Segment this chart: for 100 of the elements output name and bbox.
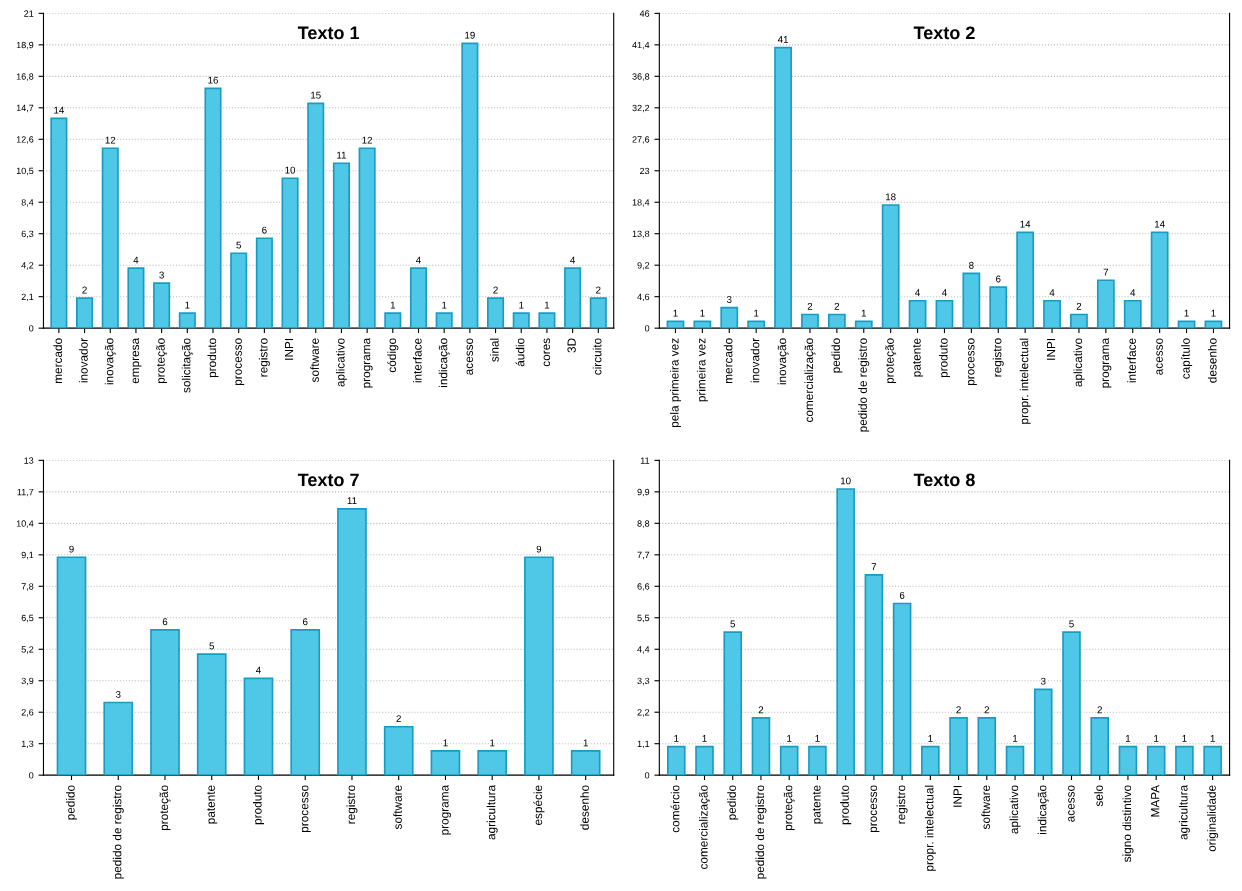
data-label: 4 [133, 256, 139, 264]
bar [1123, 299, 1142, 329]
data-label: 1 [443, 739, 448, 747]
x-tick-label: programa [442, 784, 451, 835]
data-label: 10 [840, 477, 851, 485]
data-label: 1 [787, 735, 792, 742]
bar [1033, 688, 1053, 776]
y-tick-label: 12,6 [16, 136, 34, 144]
y-tick-label: 23 [640, 167, 650, 175]
x-tick-label: pedido de registro [755, 785, 767, 879]
x-tick-label: inovação [104, 338, 116, 385]
x-tick-label: espécie [533, 785, 545, 826]
data-label: 2 [82, 286, 87, 294]
data-label: 1 [861, 309, 866, 317]
bar [230, 252, 248, 329]
x-tick-label: produto [938, 338, 950, 378]
y-tick-label: 36,8 [632, 73, 650, 81]
bar [127, 267, 145, 329]
x-tick-label: comércio [670, 785, 680, 833]
data-label: 7 [1103, 268, 1109, 276]
bar [864, 574, 884, 776]
y-tick-label: 0 [644, 772, 650, 779]
bar [1118, 745, 1138, 776]
bar [435, 312, 453, 329]
x-tick-label: software [981, 785, 990, 830]
data-label: 4 [1130, 289, 1136, 296]
y-tick-label: 21 [24, 10, 34, 17]
bar [337, 507, 367, 776]
x-tick-label: software [310, 338, 319, 383]
data-label: 2 [834, 302, 840, 310]
x-tick-label: proteção [159, 785, 171, 831]
x-tick-label: selo [1094, 785, 1103, 807]
bar [1177, 320, 1196, 329]
x-tick-label: pedido [831, 338, 843, 373]
x-tick-label: solicitação [181, 338, 193, 393]
data-label: 1 [754, 309, 759, 317]
bar [290, 629, 321, 776]
y-tick-label: 5,2 [21, 646, 34, 654]
data-label: 1 [1125, 735, 1131, 742]
y-tick-label: 7,7 [637, 551, 650, 560]
data-label: 2 [1076, 302, 1082, 310]
bar [1005, 745, 1025, 776]
data-label: 1 [490, 739, 495, 747]
x-tick-label: MAPA [1151, 784, 1160, 817]
x-tick-label: aplicativo [335, 338, 347, 387]
data-label: 12 [362, 136, 373, 144]
y-tick-label: 3,9 [21, 677, 34, 686]
x-tick-label: comercialização [698, 785, 711, 870]
bar [383, 725, 414, 776]
bar [384, 312, 402, 329]
x-tick-label: INPI [284, 338, 294, 360]
y-tick-label: 3,3 [637, 677, 650, 686]
x-tick-label: propr. intelectual [1019, 338, 1031, 424]
x-tick-label: registro [992, 338, 1004, 377]
x-tick-label: pedido de registro [858, 338, 870, 432]
bar [695, 745, 714, 776]
data-label: 2 [596, 286, 601, 294]
x-tick-label: indicação [1037, 785, 1049, 834]
bar [723, 631, 743, 776]
data-label: 3 [1040, 677, 1046, 685]
x-tick-label: registro [258, 338, 270, 377]
y-tick-label: 6,3 [21, 230, 34, 239]
y-tick-label: 7,8 [21, 583, 34, 591]
y-tick-label: 16,8 [16, 73, 34, 81]
x-tick-label: inovação [777, 338, 789, 385]
data-label: 9 [536, 545, 542, 553]
bar [56, 556, 87, 776]
data-label: 2 [807, 302, 813, 310]
x-tick-label: interface [1127, 338, 1136, 383]
data-label: 1 [928, 735, 933, 742]
data-label: 1 [544, 301, 550, 309]
y-tick-label: 11 [640, 457, 650, 464]
y-tick-label: 0 [29, 325, 34, 332]
x-tick-label: desenho [1207, 338, 1217, 383]
data-label: 10 [285, 166, 296, 174]
y-tick-label: 27,6 [632, 136, 650, 144]
data-label: 1 [1184, 309, 1189, 317]
x-tick-label: inovador [79, 338, 88, 383]
y-tick-label: 10,4 [16, 520, 34, 528]
y-tick-label: 2,6 [21, 709, 34, 717]
y-tick-label: 4,2 [21, 262, 34, 270]
bar [570, 750, 601, 776]
data-label: 2 [758, 706, 764, 714]
y-tick-label: 4,6 [637, 293, 650, 302]
bar [50, 117, 68, 329]
x-tick-label: propr. intelectual [924, 785, 936, 871]
x-tick-label: patente [812, 785, 823, 824]
y-tick-label: 18,4 [632, 199, 650, 207]
y-tick-label: 0 [644, 325, 650, 332]
x-tick-label: INPI [953, 785, 962, 807]
bar [103, 701, 134, 776]
data-label: 1 [674, 735, 679, 742]
y-tick-label: 2,1 [21, 293, 34, 302]
x-tick-label: pedido de registro [112, 785, 124, 879]
data-label: 2 [396, 715, 401, 722]
y-tick-label: 9,1 [21, 551, 34, 560]
bar [281, 177, 299, 329]
y-tick-label: 1,1 [637, 740, 650, 749]
bar [332, 162, 350, 329]
y-tick-label: 8,4 [21, 199, 34, 207]
